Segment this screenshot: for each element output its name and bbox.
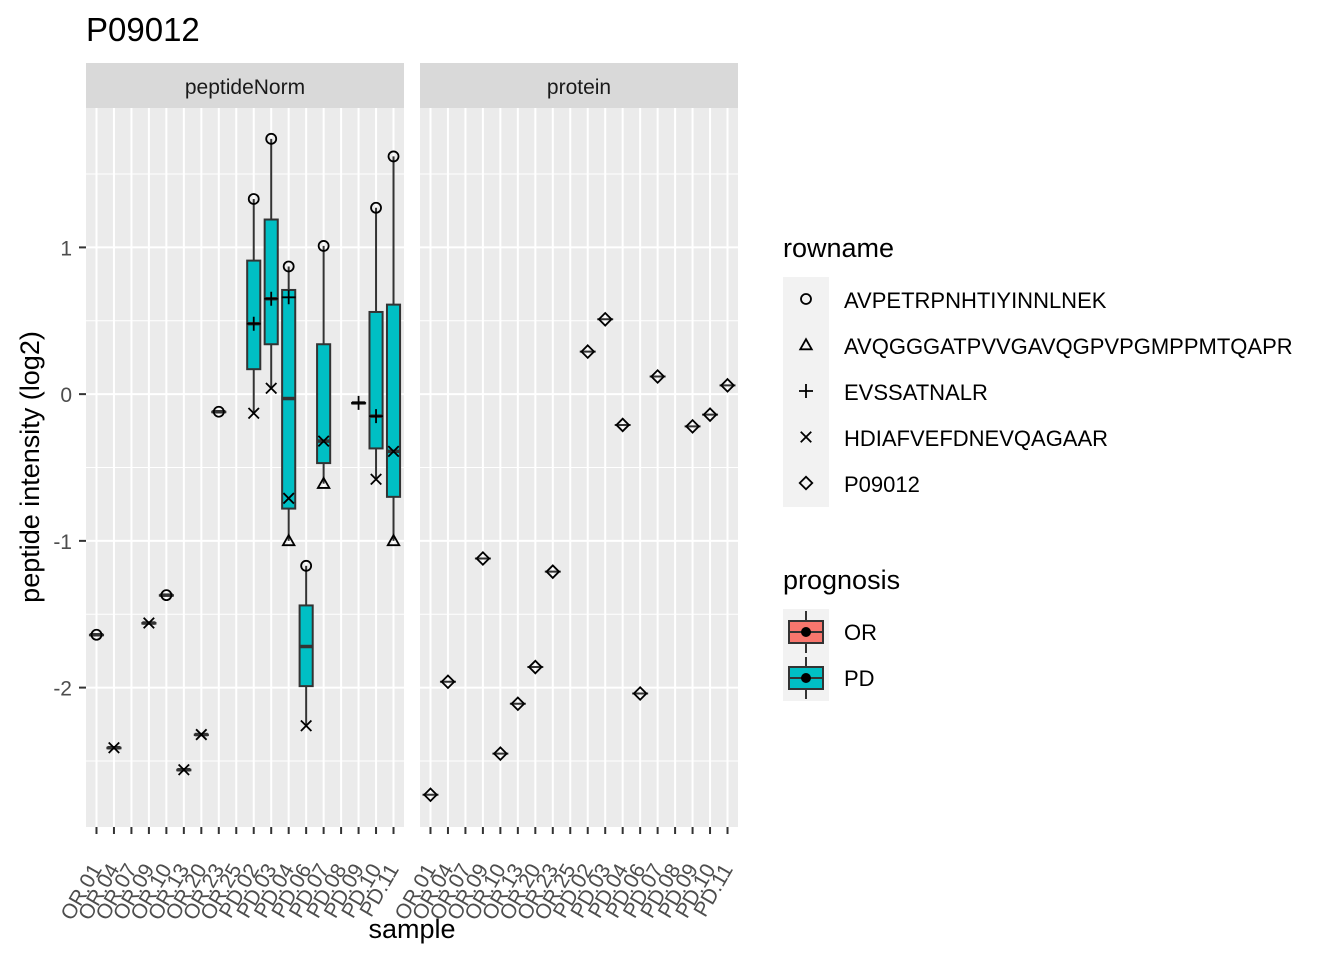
point-circle	[317, 240, 330, 252]
box-body	[385, 303, 402, 498]
x-axis-label: sample	[368, 914, 455, 944]
point-diamond	[597, 311, 613, 327]
legend-rowname-label: HDIAFVEFDNEVQAGAAR	[844, 426, 1108, 451]
point-triangle	[281, 533, 296, 547]
point-circle	[212, 405, 225, 418]
point-cross	[143, 617, 155, 629]
point-plus	[369, 409, 384, 424]
point-circle	[90, 628, 103, 641]
y-axis: -2 -1 0 1	[53, 237, 86, 701]
y-axis-label: peptide intensity (log2)	[15, 331, 45, 603]
legend-key-cross	[800, 431, 812, 443]
point-plus	[351, 395, 366, 410]
legend-rowname-label: EVSSATNALR	[844, 380, 988, 405]
point-circle	[370, 201, 382, 214]
legend-key-diamond	[798, 475, 814, 491]
point-circle	[247, 193, 260, 205]
point-diamond	[422, 787, 439, 803]
box-PD.06	[298, 565, 314, 726]
legend-prognosis-key-OR	[788, 611, 824, 653]
point-cross	[195, 728, 208, 741]
strip-peptideNorm	[86, 63, 404, 108]
point-diamond	[685, 418, 701, 434]
legend-rowname-label: P09012	[844, 472, 920, 497]
box-body	[368, 310, 384, 450]
box-PD.03	[263, 138, 279, 389]
box-PD.10	[368, 207, 384, 480]
panel-protein-grid	[420, 108, 738, 827]
point-circle	[160, 589, 173, 602]
chart-title: P09012	[86, 11, 200, 48]
x-axis: OR.01OR.04OR.07OR.09OR.10OR.13OR.20OR.23…	[57, 827, 738, 924]
point-diamond	[492, 746, 508, 762]
point-triangle	[316, 476, 331, 489]
point-cross	[108, 741, 120, 754]
box-body	[263, 218, 279, 346]
point-circle	[265, 132, 278, 145]
point-diamond	[545, 564, 561, 580]
legend-rowname-items: AVPETRPNHTIYINNLNEK AVQGGGATPVVGAVQGPVPGM…	[798, 288, 1293, 497]
point-diamond	[615, 417, 631, 433]
point-circle	[300, 559, 313, 572]
point-triangle	[386, 533, 401, 547]
point-diamond	[475, 550, 491, 566]
point-cross	[247, 407, 260, 420]
point-diamond	[527, 659, 543, 675]
legend-key-dot	[801, 673, 811, 683]
legend-rowname: rowname AVPETRPNHTIYINNLNEK AVQGGGATPVVGA…	[783, 233, 1293, 507]
y-tick-label: -1	[53, 531, 72, 554]
point-diamond	[650, 369, 666, 385]
point-plus	[264, 291, 279, 306]
point-cross	[387, 445, 400, 458]
panel-peptideNorm: peptideNorm	[86, 63, 404, 827]
point-diamond	[719, 377, 736, 393]
point-cross	[265, 382, 278, 395]
y-tick-label: 1	[60, 237, 72, 260]
legend-rowname-title: rowname	[783, 233, 894, 263]
point-cross	[370, 473, 382, 486]
legend-prognosis: prognosis OR PD	[783, 565, 900, 701]
legend-prognosis-label: OR	[844, 620, 877, 645]
box-body	[316, 343, 332, 465]
box-body	[246, 259, 262, 371]
point-diamond	[510, 696, 526, 712]
y-tick-label: -2	[53, 678, 72, 701]
box-PD.04	[281, 266, 297, 541]
point-diamond	[440, 674, 456, 690]
point-cross	[282, 492, 295, 505]
point-diamond	[580, 344, 596, 360]
legend-prognosis-items: OR PD	[788, 611, 877, 699]
point-cross	[300, 719, 313, 732]
point-diamond	[632, 685, 648, 701]
panel-peptideNorm-marks	[88, 132, 402, 776]
strip-peptideNorm-label: peptideNorm	[185, 76, 305, 99]
legend-key-triangle	[798, 337, 814, 351]
point-plus	[281, 290, 296, 305]
strip-protein	[420, 63, 738, 108]
legend-rowname-label: AVPETRPNHTIYINNLNEK	[844, 288, 1107, 313]
point-diamond	[702, 407, 718, 423]
legend-prognosis-title: prognosis	[783, 565, 900, 595]
point-cross	[177, 763, 190, 776]
point-plus	[246, 316, 261, 331]
point-circle	[282, 260, 295, 273]
point-circle	[387, 150, 400, 163]
legend-rowname-label: AVQGGGATPVVGAVQGPVPGMPPMTQAPR	[844, 334, 1293, 359]
panel-protein: protein	[420, 63, 738, 827]
panel-peptideNorm-grid	[86, 108, 404, 827]
legend-key-circle	[800, 293, 812, 305]
legend-prognosis-key-PD	[788, 657, 824, 699]
legend-key-dot	[801, 627, 811, 637]
legend-key-plus	[799, 384, 813, 398]
legend-prognosis-label: PD	[844, 666, 875, 691]
strip-protein-label: protein	[547, 76, 611, 99]
point-cross	[317, 435, 330, 447]
y-tick-label: 0	[60, 384, 72, 407]
panel-protein-marks	[422, 311, 736, 803]
